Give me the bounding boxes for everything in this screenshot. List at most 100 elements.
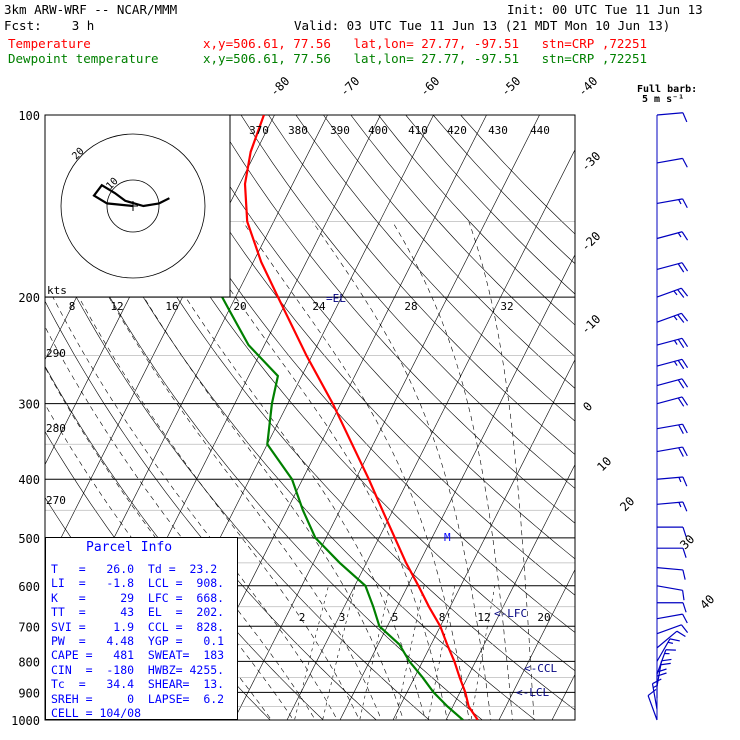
dry-adiabat-line <box>240 115 575 489</box>
header-fcst: Fcst: 3 h <box>4 18 95 33</box>
ccl-label: <-CCL <box>524 662 557 675</box>
dry-adiabat-line <box>213 115 575 524</box>
wind-barb <box>656 262 683 271</box>
isotherm-tick-label: -30 <box>578 149 603 174</box>
wind-barb-half-flag <box>673 290 678 296</box>
legend-dewpoint-info: x,y=506.61, 77.56 lat,lon= 27.77, -97.51… <box>203 51 648 66</box>
isotherm-tick-label: 0 <box>580 399 595 414</box>
wind-barb <box>656 613 683 620</box>
isotherm-line <box>445 463 575 720</box>
pressure-tick-label: 200 <box>18 291 40 305</box>
wind-barb-flag <box>677 360 685 370</box>
inset-speed-label: 32 <box>500 300 513 313</box>
theta-label: 270 <box>46 494 66 507</box>
pressure-tick-label: 400 <box>18 473 40 487</box>
pressure-tick-label: 1000 <box>11 714 40 728</box>
parcel-info-title: Parcel Info <box>86 540 173 555</box>
wind-barb-flag <box>682 547 687 558</box>
wind-barb-flag <box>680 624 689 634</box>
wind-barb-flag <box>677 339 685 349</box>
barb-legend-line1: Full barb: <box>637 84 698 95</box>
wind-barb <box>656 112 683 116</box>
wind-barb-flag <box>682 526 687 537</box>
mixing-ratio-label: 8 <box>439 611 446 624</box>
theta-label: 440 <box>530 124 550 137</box>
pressure-tick-label: 300 <box>18 398 40 412</box>
dry-adiabat-line <box>185 115 575 560</box>
wind-barb <box>656 638 671 662</box>
wind-barb <box>656 624 682 635</box>
inset-speed-label: 8 <box>69 300 76 313</box>
wind-barb-half-flag <box>667 641 674 644</box>
wind-barb-flag <box>681 396 689 406</box>
legend-temperature-info: x,y=506.61, 77.56 lat,lon= 27.77, -97.51… <box>203 36 648 51</box>
isotherm-tick-label: 20 <box>617 494 637 514</box>
wind-barb <box>656 476 683 480</box>
wind-barb <box>656 231 683 240</box>
dry-adiabat-line <box>45 170 483 720</box>
wind-barb-flag <box>669 638 680 642</box>
isotherm-tick-label: -80 <box>267 74 292 99</box>
dry-adiabat-line <box>76 115 575 711</box>
wind-barb-flag <box>677 263 685 273</box>
wind-barb <box>647 695 658 721</box>
dry-adiabat-line <box>323 115 575 389</box>
wind-barb <box>656 649 667 675</box>
wind-barb <box>656 312 682 323</box>
wind-barb-flag <box>682 602 687 613</box>
wind-barb-flag <box>681 337 689 348</box>
mixing-ratio-label: 12 <box>477 611 490 624</box>
wind-barb <box>656 358 683 367</box>
isotherm-tick-label: -70 <box>337 74 362 99</box>
parcel-info-row: SREH = 0 LAPSE= 6.2 <box>51 691 225 706</box>
wind-barb-half-flag <box>677 232 682 238</box>
mixing-ratio-label: 20 <box>537 611 550 624</box>
inset-speed-label: 24 <box>312 300 326 313</box>
lfc-label: <-LFC <box>494 607 527 620</box>
inset-unit-label: kts <box>47 284 67 297</box>
isotherm-line <box>233 115 540 720</box>
header-model: 3km ARW-WRF -- NCAR/MMM <box>4 2 178 17</box>
barb-legend-line2: 5 m s⁻¹ <box>642 94 685 105</box>
pressure-tick-label: 600 <box>18 580 40 594</box>
dry-adiabat-line <box>130 115 575 633</box>
parcel-info-row: K = 29 LFC = 668. <box>51 590 225 605</box>
wind-barb-flag <box>681 378 689 388</box>
parcel-info-row: SVI = 1.9 CCL = 828. <box>51 619 225 634</box>
inset-speed-label: 12 <box>110 300 123 313</box>
wind-barb <box>656 501 683 505</box>
parcel-info-row: TT = 43 EL = 202. <box>51 605 225 620</box>
isotherm-tick-label: -60 <box>417 74 442 99</box>
isotherm-tick-label: -10 <box>578 312 603 337</box>
wind-barb-flag <box>682 446 688 457</box>
wind-barb-flag <box>682 476 688 487</box>
legend-temperature-label: Temperature <box>8 36 91 51</box>
dry-adiabat-line <box>103 115 575 672</box>
wind-barb-flag <box>677 314 685 323</box>
isotherm-tick-label: -50 <box>498 74 523 99</box>
theta-label: 290 <box>46 347 66 360</box>
wind-barb-flag <box>680 312 689 322</box>
header-init: Init: 00 UTC Tue 11 Jun 13 <box>507 2 703 17</box>
pressure-tick-label: 800 <box>18 655 40 669</box>
isotherm-line <box>392 358 575 720</box>
plot-frame <box>44 114 576 721</box>
isotherm-line <box>551 673 575 720</box>
wind-barb-flag <box>682 501 688 512</box>
wind-barb-half-flag <box>678 199 682 205</box>
moist-adiabat-line <box>242 221 470 720</box>
hodograph-trace <box>92 183 170 208</box>
wind-barb <box>656 378 683 387</box>
isotherm-tick-label: 30 <box>677 532 697 552</box>
wind-barb-flag <box>678 424 684 434</box>
wind-barb <box>651 683 658 710</box>
theta-label: 430 <box>488 124 508 137</box>
wind-barb <box>656 198 683 204</box>
mixing-ratio-label: 3 <box>339 611 346 624</box>
wind-barb <box>656 446 683 453</box>
wind-barb-flag <box>680 287 689 297</box>
parcel-info-row: CELL = 104/08 <box>51 706 142 721</box>
wind-barb-flag <box>681 231 689 241</box>
isotherm-line <box>498 568 575 720</box>
mixing-ratio-label: 2 <box>299 611 306 624</box>
